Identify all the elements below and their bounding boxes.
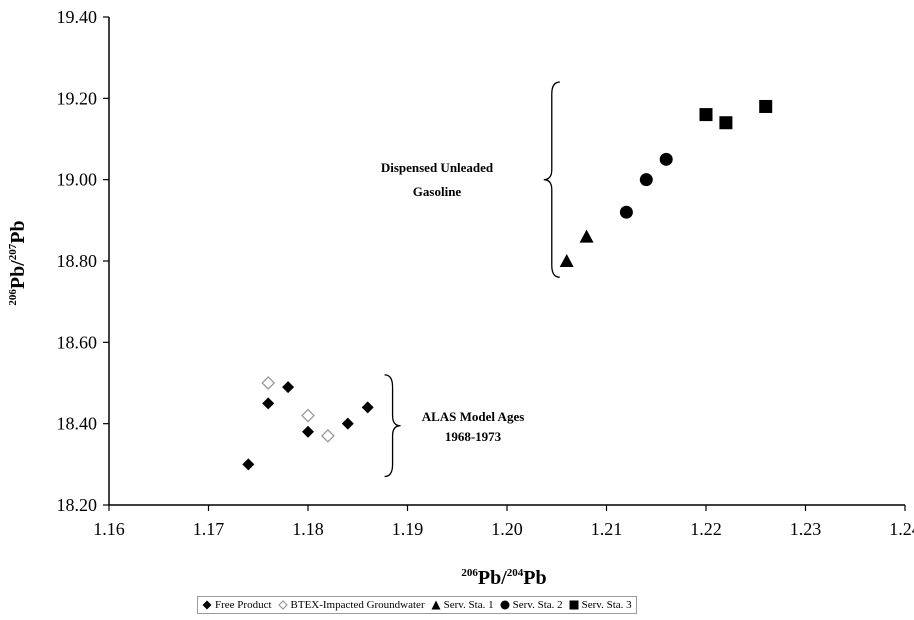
data-points [242,99,773,471]
y-tick-label: 19.40 [57,7,98,27]
tick-group: 1.16 1.17 1.18 1.19 1.20 1.21 1.22 1.23 1.24 18.2… [57,7,914,539]
data-point [759,99,773,113]
data-point [559,254,574,267]
chart-legend: Free Product BTEX-Impacted Groundwater S… [197,596,637,614]
y-tick-label: 18.80 [57,251,98,271]
x-axis-title-main: Pb/ [478,567,507,589]
y-tick-label: 18.20 [57,495,98,515]
data-point [242,458,255,471]
legend-label: Serv. Sta. 3 [581,599,632,611]
x-axis-title-pre: 206 [461,567,478,579]
legend-item-free-product: Free Product [202,599,272,611]
annotation-gasoline-line2: Gasoline [413,184,462,199]
bracket-group [384,81,560,478]
data-point [619,205,633,219]
data-point [282,381,295,394]
data-point [301,408,315,423]
x-tick-label: 1.16 [93,519,125,539]
y-axis-title-post: Pb [7,220,29,243]
x-tick-label: 1.17 [193,519,225,539]
legend-label: BTEX-Impacted Groundwater [290,599,425,611]
data-point [639,173,653,187]
data-point [320,428,335,443]
y-tick-label: 18.40 [57,414,98,434]
x-tick-label: 1.19 [392,519,424,539]
triangle-icon [431,600,441,610]
diamond-filled-icon [202,600,212,610]
y-tick-label: 18.60 [57,332,98,352]
square-icon [569,600,579,610]
data-point [341,417,354,430]
y-axis-title-main: Pb/ [7,260,29,289]
data-point [579,229,594,243]
diamond-open-icon [277,600,288,610]
legend-label: Serv. Sta. 1 [443,599,494,611]
x-tick-label: 1.22 [690,519,722,539]
annotation-brace-1 [384,374,401,478]
data-point [361,401,374,414]
legend-label: Serv. Sta. 2 [512,599,563,611]
data-point [261,376,276,390]
y-axis-title-sup: 207 [7,243,19,260]
y-axis-title-pre: 206 [7,289,19,306]
annotation-gasoline-line1: Dispensed Unleaded [381,160,494,175]
x-tick-label: 1.24 [889,519,914,539]
legend-item-serv-sta-1: Serv. Sta. 1 [431,599,494,611]
legend-item-serv-sta-3: Serv. Sta. 3 [569,599,632,611]
circle-icon [500,600,510,610]
annotation-brace-0 [543,81,560,278]
annotation-alas-line1: ALAS Model Ages [422,409,525,424]
legend-item-serv-sta-2: Serv. Sta. 2 [500,599,563,611]
x-axis-title-sup: 204 [507,567,524,579]
x-axis-title: 206Pb/204Pb [461,567,546,589]
scatter-chart: 1.16 1.17 1.18 1.19 1.20 1.21 1.22 1.23 1.24 18.2… [7,7,914,589]
chart-axes [108,17,905,506]
x-axis-title-post: Pb [523,567,546,589]
y-tick-label: 19.00 [57,170,98,190]
x-tick-label: 1.20 [491,519,523,539]
data-point [302,425,314,438]
legend-item-btex: BTEX-Impacted Groundwater [277,599,425,611]
data-point [659,152,673,166]
legend-label: Free Product [215,599,272,611]
y-axis-title: 206Pb/207Pb [7,220,29,305]
y-tick-label: 19.20 [57,88,98,108]
data-point [719,116,733,130]
x-tick-label: 1.23 [790,519,822,539]
x-tick-label: 1.18 [292,519,324,539]
data-point [262,397,275,410]
annotation-alas-line2: 1968-1973 [445,429,502,444]
x-tick-label: 1.21 [591,519,623,539]
data-point [699,108,713,122]
